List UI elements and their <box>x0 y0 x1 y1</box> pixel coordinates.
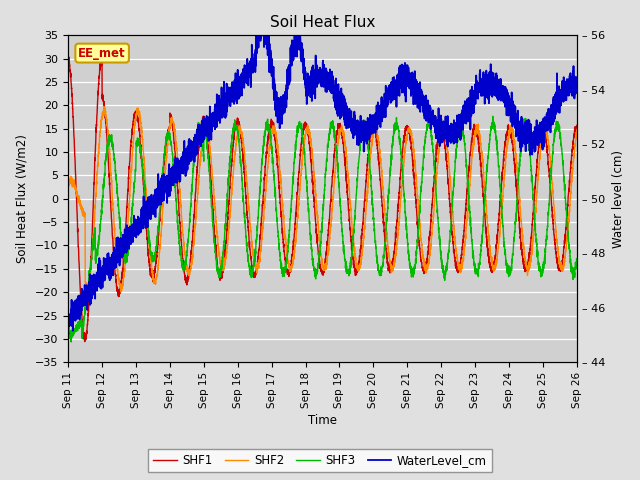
SHF2 <box>278 198 286 204</box>
SHF1 <box>81 339 88 345</box>
WaterLevel_cm <box>282 92 290 98</box>
X-axis label: Time: Time <box>308 414 337 427</box>
WaterLevel_cm <box>65 311 72 316</box>
SHF3 <box>434 216 442 221</box>
WaterLevel_cm <box>255 33 262 38</box>
Y-axis label: Soil Heat Flux (W/m2): Soil Heat Flux (W/m2) <box>15 134 28 263</box>
SHF3 <box>67 339 75 345</box>
SHF1 <box>532 172 540 178</box>
Y-axis label: Water level (cm): Water level (cm) <box>612 150 625 248</box>
SHF2 <box>65 180 72 186</box>
SHF1 <box>557 265 565 271</box>
Line: SHF2: SHF2 <box>68 106 577 292</box>
SHF2 <box>557 267 565 273</box>
SHF2 <box>573 127 580 132</box>
SHF2 <box>83 289 90 295</box>
SHF1 <box>282 265 290 271</box>
SHF2 <box>532 202 540 207</box>
SHF3 <box>532 238 540 244</box>
Line: SHF3: SHF3 <box>68 116 577 342</box>
SHF3 <box>573 258 580 264</box>
SHF1 <box>278 227 286 233</box>
SHF3 <box>282 263 290 268</box>
SHF2 <box>100 103 108 109</box>
WaterLevel_cm <box>557 96 565 102</box>
Line: WaterLevel_cm: WaterLevel_cm <box>68 36 577 334</box>
SHF1 <box>307 146 314 152</box>
SHF3 <box>65 336 72 342</box>
SHF1 <box>65 55 72 60</box>
SHF2 <box>282 243 290 249</box>
SHF1 <box>98 53 106 59</box>
WaterLevel_cm <box>307 81 314 86</box>
Line: SHF1: SHF1 <box>68 56 577 342</box>
Legend: SHF1, SHF2, SHF3, WaterLevel_cm: SHF1, SHF2, SHF3, WaterLevel_cm <box>148 449 492 472</box>
Title: Soil Heat Flux: Soil Heat Flux <box>270 15 375 30</box>
SHF1 <box>434 138 442 144</box>
SHF3 <box>278 270 286 276</box>
WaterLevel_cm <box>434 120 442 126</box>
SHF3 <box>306 227 314 232</box>
WaterLevel_cm <box>532 134 540 140</box>
SHF1 <box>573 125 580 131</box>
WaterLevel_cm <box>573 79 580 84</box>
SHF2 <box>434 157 442 163</box>
SHF2 <box>307 134 314 140</box>
SHF3 <box>557 143 565 148</box>
Text: EE_met: EE_met <box>78 47 126 60</box>
WaterLevel_cm <box>65 331 72 337</box>
SHF3 <box>489 113 497 119</box>
WaterLevel_cm <box>278 114 286 120</box>
